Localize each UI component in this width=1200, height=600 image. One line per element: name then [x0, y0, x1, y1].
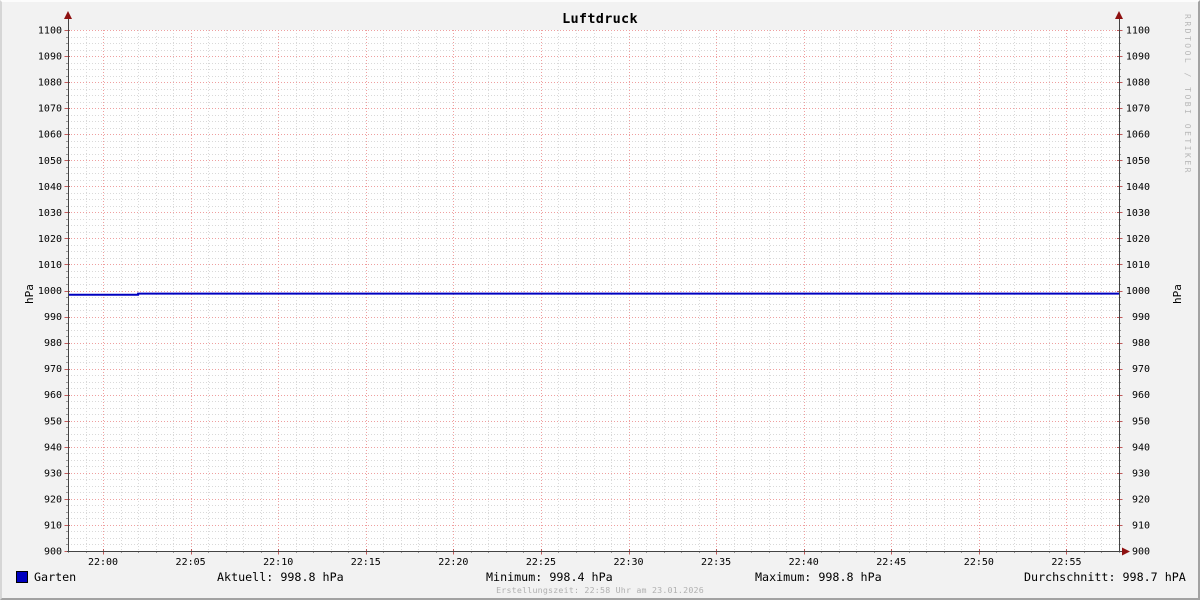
x-tick-label: 22:00 — [88, 557, 118, 568]
x-tick-label: 22:40 — [789, 557, 819, 568]
stat-average: Durchschnitt: 998.7 hPA — [1024, 570, 1186, 584]
axes — [67, 14, 1124, 552]
y-tick-label-left: 1020 — [38, 234, 62, 245]
x-tick-label: 22:50 — [964, 557, 994, 568]
y-tick-label-left: 1080 — [38, 78, 62, 89]
creation-timestamp: Erstellungszeit: 22:58 Uhr am 23.01.2026 — [496, 585, 704, 595]
y-axis-arrow-right — [1115, 11, 1123, 19]
y-tick-label-left: 1090 — [38, 52, 62, 63]
y-tick-label-left: 940 — [44, 442, 62, 453]
x-tick-label: 22:15 — [351, 557, 381, 568]
y-tick-label-left: 920 — [44, 494, 62, 505]
grid-minor — [68, 30, 1120, 551]
x-tick-label: 22:35 — [701, 557, 731, 568]
x-tick-label: 22:20 — [438, 557, 468, 568]
x-tick-label: 22:25 — [526, 557, 556, 568]
x-tick-label: 22:45 — [876, 557, 906, 568]
stat-current: Aktuell: 998.8 hPa — [217, 570, 344, 584]
y-tick-label-left: 960 — [44, 390, 62, 401]
y-tick-label-left: 990 — [44, 312, 62, 323]
y-tick-label-right: 1100 — [1126, 26, 1150, 37]
x-axis-arrow — [1122, 547, 1130, 556]
y-tick-label-right: 1000 — [1126, 286, 1150, 297]
y-tick-label-right: 980 — [1132, 338, 1150, 349]
y-tick-label-right: 1060 — [1126, 130, 1150, 141]
y-tick-label-right: 930 — [1132, 468, 1150, 479]
y-tick-label-left: 930 — [44, 468, 62, 479]
legend-series-label: Garten — [34, 570, 77, 584]
y-tick-label-left: 970 — [44, 364, 62, 375]
y-tick-label-left: 1060 — [38, 130, 62, 141]
y-tick-label-left: 1000 — [38, 286, 62, 297]
x-tick-label: 22:55 — [1051, 557, 1081, 568]
y-tick-label-left: 980 — [44, 338, 62, 349]
y-tick-label-right: 950 — [1132, 416, 1150, 427]
y-axis-unit-left: hPa — [23, 284, 36, 304]
y-tick-label-right: 900 — [1132, 547, 1150, 558]
y-axis-arrow-left — [64, 11, 72, 19]
plot-canvas — [68, 30, 1119, 551]
series-line-garten — [68, 292, 1119, 296]
y-tick-label-left: 950 — [44, 416, 62, 427]
y-tick-label-left: 1100 — [38, 26, 62, 37]
y-tick-label-right: 990 — [1132, 312, 1150, 323]
y-tick-label-right: 920 — [1132, 494, 1150, 505]
stat-minimum: Minimum: 998.4 hPa — [486, 570, 613, 584]
x-tick-label: 22:30 — [613, 557, 643, 568]
x-tick-label: 22:10 — [263, 557, 293, 568]
y-tick-label-left: 1050 — [38, 156, 62, 167]
y-axis-unit-right: hPa — [1171, 284, 1184, 304]
y-tick-label-right: 960 — [1132, 390, 1150, 401]
stat-maximum: Maximum: 998.8 hPa — [755, 570, 882, 584]
chart-title: Luftdruck — [562, 11, 638, 27]
y-tick-label-right: 1010 — [1126, 260, 1150, 271]
y-tick-label-right: 1020 — [1126, 234, 1150, 245]
y-tick-label-right: 970 — [1132, 364, 1150, 375]
axis-tick-labels: 900 900 910 910 920 920 930 930 940 940 950 950 960 9… — [38, 26, 1150, 569]
y-tick-label-left: 1040 — [38, 182, 62, 193]
y-tick-label-left: 1010 — [38, 260, 62, 271]
y-tick-label-left: 1030 — [38, 208, 62, 219]
rrdtool-watermark: RRDTOOL / TOBI OETIKER — [1183, 14, 1192, 175]
y-tick-label-left: 900 — [44, 547, 62, 558]
y-tick-label-left: 910 — [44, 520, 62, 531]
y-tick-label-right: 1080 — [1126, 78, 1150, 89]
y-tick-label-right: 1040 — [1126, 182, 1150, 193]
x-tick-label: 22:05 — [176, 557, 206, 568]
y-tick-label-right: 1050 — [1126, 156, 1150, 167]
y-tick-label-left: 1070 — [38, 104, 62, 115]
y-tick-label-right: 1070 — [1126, 104, 1150, 115]
y-tick-label-right: 910 — [1132, 520, 1150, 531]
legend-swatch — [16, 571, 28, 583]
y-tick-label-right: 1030 — [1126, 208, 1150, 219]
y-tick-label-right: 1090 — [1126, 52, 1150, 63]
y-tick-label-right: 940 — [1132, 442, 1150, 453]
